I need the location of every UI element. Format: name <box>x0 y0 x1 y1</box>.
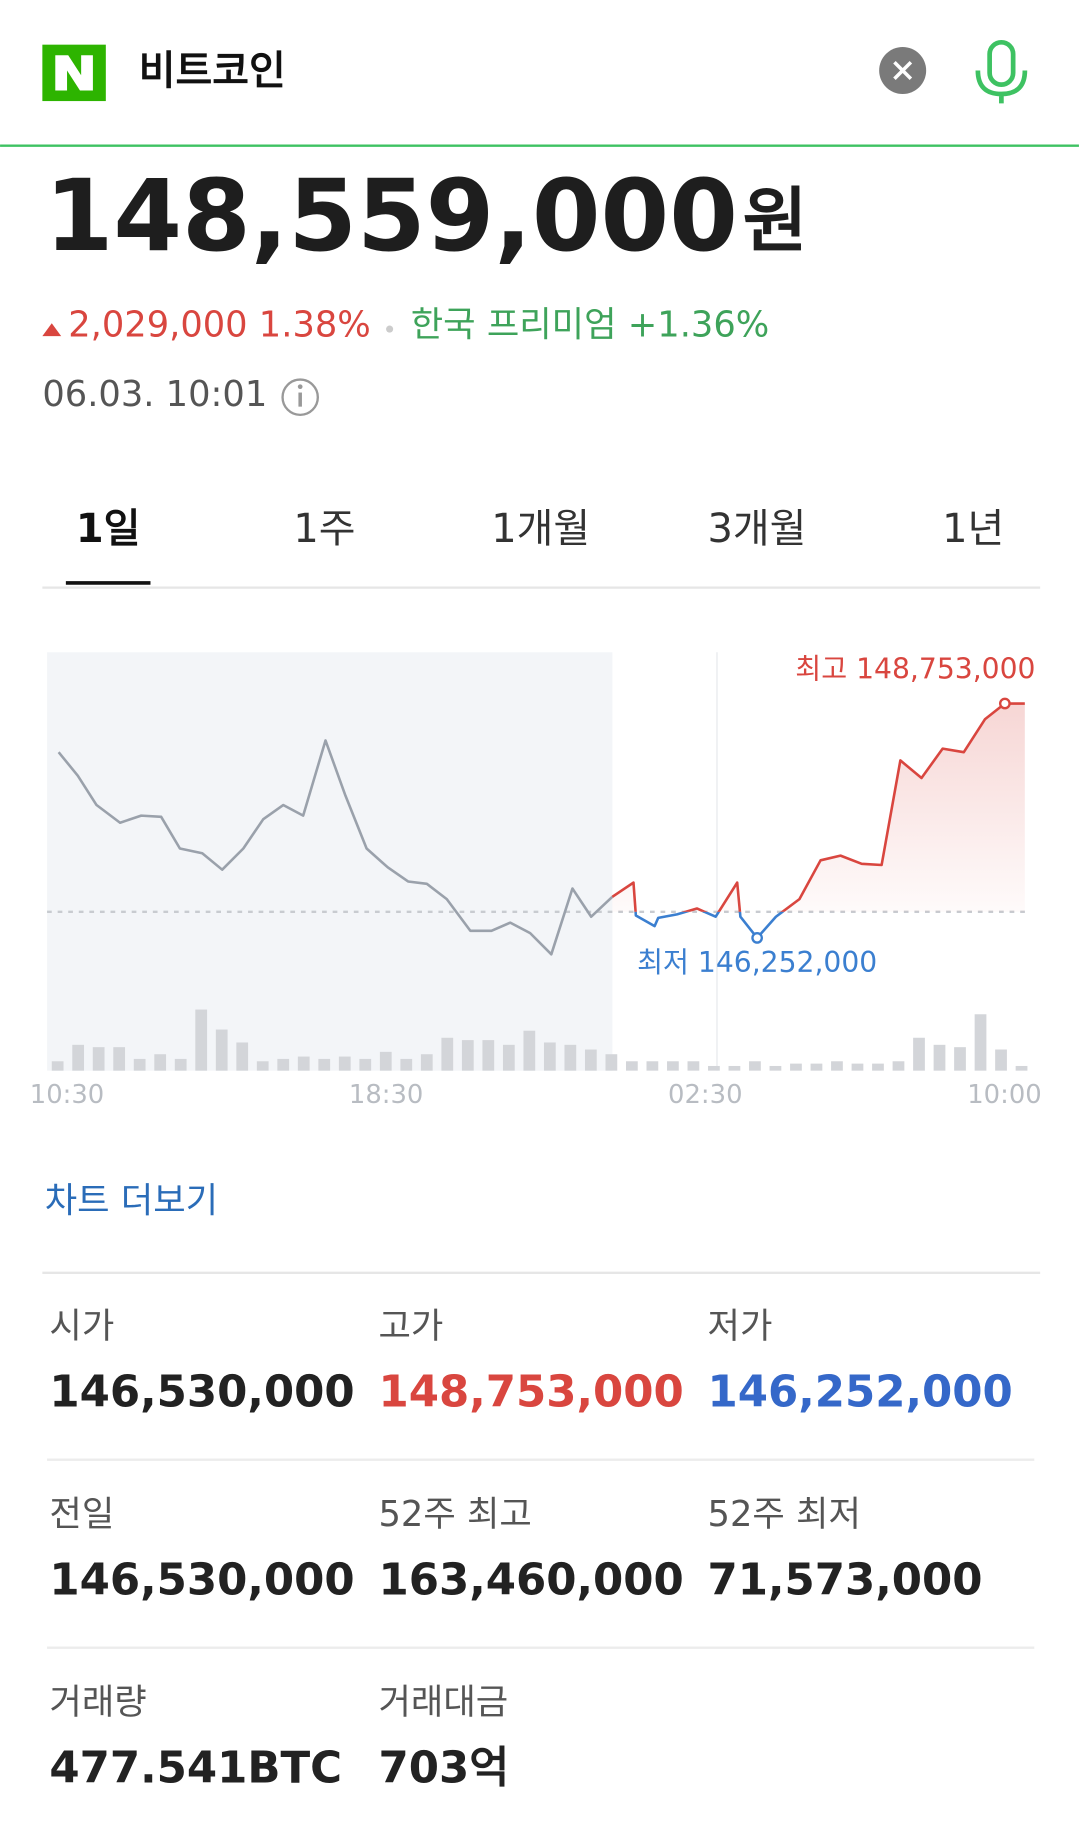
info-icon[interactable] <box>281 378 319 417</box>
volume-bar <box>338 1056 351 1071</box>
stat-value: 146,530,000 <box>49 1368 354 1418</box>
volume-bar <box>667 1061 679 1071</box>
extreme-marker <box>751 932 764 944</box>
stat-value: 146,530,000 <box>49 1556 354 1606</box>
period-tab[interactable]: 1일 <box>76 506 141 552</box>
volume-bar <box>215 1029 228 1071</box>
period-tab[interactable]: 3개월 <box>707 506 806 552</box>
price-unit: 원 <box>743 180 808 262</box>
stat-label: 시가 <box>49 1306 114 1347</box>
price: 148,559,000 <box>45 159 738 274</box>
volume-bar <box>133 1058 146 1071</box>
volume-bar <box>974 1014 987 1071</box>
stat-label: 고가 <box>378 1306 443 1347</box>
x-tick-label: 10:00 <box>967 1080 1041 1110</box>
volume-bar <box>154 1054 167 1071</box>
stat-value: 703억 <box>378 1744 509 1794</box>
volume-bar <box>379 1051 392 1071</box>
x-tick-label: 18:30 <box>349 1080 423 1110</box>
volume-bar <box>831 1061 843 1071</box>
stat-value: 146,252,000 <box>708 1368 1013 1418</box>
volume-bar <box>482 1040 495 1071</box>
stat-label: 52주 최저 <box>708 1494 861 1535</box>
volume-bar <box>277 1058 290 1071</box>
period-tab[interactable]: 1년 <box>942 506 1004 552</box>
stat-value: 148,753,000 <box>378 1368 683 1418</box>
period-tab[interactable]: 1주 <box>293 506 355 552</box>
volume-bar <box>195 1009 208 1071</box>
volume-bar <box>790 1063 802 1071</box>
extreme-label: 최고 148,753,000 <box>795 653 1035 686</box>
volume-bar <box>92 1047 105 1071</box>
volume-bar <box>564 1044 577 1071</box>
volume-bar <box>872 1063 884 1071</box>
search-query[interactable]: 비트코인 <box>139 48 286 94</box>
volume-bar <box>400 1058 413 1071</box>
stat-value: 163,460,000 <box>378 1556 683 1606</box>
volume-bar <box>625 1061 638 1071</box>
stat-value: 71,573,000 <box>708 1556 983 1606</box>
volume-bar <box>441 1037 454 1071</box>
volume-bar <box>318 1058 331 1071</box>
previous-session-shade <box>47 652 613 1071</box>
stat-label: 저가 <box>708 1306 773 1347</box>
x-tick-label: 02:30 <box>668 1080 742 1110</box>
volume-bar <box>646 1061 659 1071</box>
volume-bar <box>297 1056 310 1071</box>
quote-time: 06.03. 10:01 <box>42 374 267 415</box>
volume-bar <box>892 1061 905 1071</box>
up-arrow <box>42 323 62 337</box>
naver-logo[interactable] <box>42 44 106 102</box>
clear-button[interactable] <box>879 47 927 95</box>
volume-bar <box>256 1061 269 1071</box>
volume-bar <box>359 1058 372 1071</box>
volume-bar <box>51 1061 64 1071</box>
volume-bar <box>749 1061 761 1071</box>
volume-bar <box>605 1054 618 1071</box>
volume-bar <box>502 1044 515 1071</box>
volume-bar <box>543 1042 556 1071</box>
volume-bar <box>933 1044 946 1071</box>
voice-search[interactable] <box>975 39 1028 104</box>
volume-bar <box>174 1058 187 1071</box>
volume-bar <box>72 1044 85 1071</box>
korea-premium: 한국 프리미엄 +1.36% <box>411 305 770 346</box>
stat-label: 거래량 <box>49 1682 146 1723</box>
stat-value: 477.541BTC <box>49 1744 342 1794</box>
stat-label: 거래대금 <box>378 1682 508 1723</box>
volume-bar <box>728 1065 741 1071</box>
volume-bar <box>769 1065 782 1071</box>
price-line <box>57 739 614 956</box>
volume-bar <box>687 1061 700 1071</box>
price-change: 2,029,000 1.38% <box>68 305 371 346</box>
volume-bar <box>584 1049 597 1071</box>
volume-bar <box>113 1047 126 1071</box>
x-tick-label: 10:30 <box>30 1080 104 1110</box>
extreme-label: 최저 146,252,000 <box>637 946 877 979</box>
volume-bar <box>461 1040 474 1071</box>
more-chart-link[interactable]: 차트 더보기 <box>45 1180 218 1221</box>
volume-bar <box>995 1049 1007 1071</box>
volume-bar <box>1015 1065 1028 1071</box>
volume-bar <box>810 1063 823 1071</box>
stat-label: 52주 최고 <box>378 1494 531 1535</box>
price-line-below <box>634 911 785 940</box>
volume-bar <box>523 1030 536 1071</box>
volume-bar <box>954 1047 966 1071</box>
extreme-marker <box>998 697 1011 710</box>
stat-label: 전일 <box>49 1494 114 1535</box>
volume-bar <box>851 1063 864 1071</box>
volume-bar <box>913 1037 925 1071</box>
volume-bar <box>708 1065 720 1071</box>
price-area <box>612 703 1025 912</box>
price-line <box>611 702 1025 912</box>
volume-bar <box>420 1054 433 1071</box>
separator-dot <box>386 325 394 333</box>
volume-bar <box>236 1042 249 1071</box>
period-tab[interactable]: 1개월 <box>491 506 590 552</box>
